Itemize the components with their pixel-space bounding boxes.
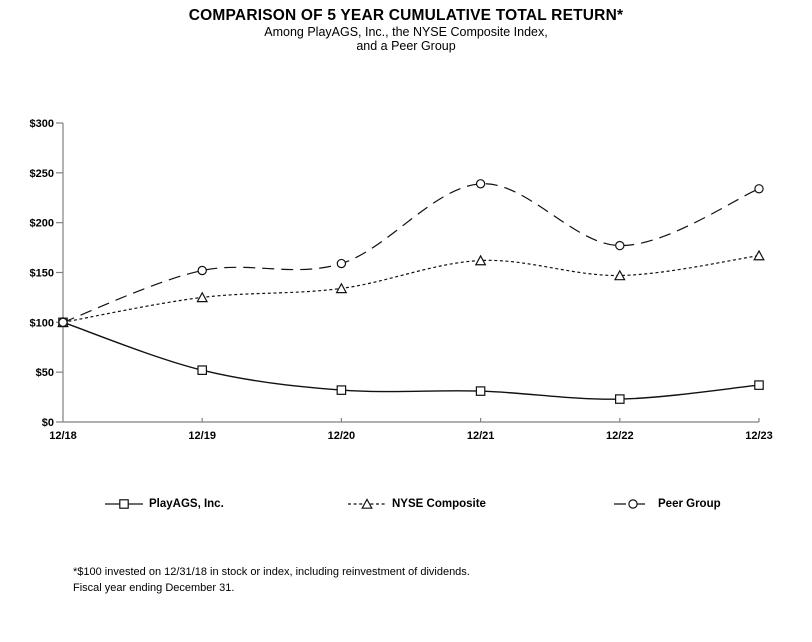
chart-subtitle-line1: Among PlayAGS, Inc., the NYSE Composite …: [264, 25, 548, 39]
legend-item-peer-group: Peer Group: [613, 495, 721, 513]
chart-subtitle-line2: and a Peer Group: [356, 39, 456, 53]
line-chart: $0 $50 $100 $150 $200 $250 $300 12/18 12/19 12/20…: [30, 118, 773, 442]
svg-text:$100: $100: [30, 317, 54, 329]
legend-item-nyse-composite: NYSE Composite: [347, 495, 486, 513]
playags-line-sample-icon: [105, 499, 143, 509]
legend-label-playags: PlayAGS, Inc.: [149, 498, 224, 510]
chart-footnote: *$100 invested on 12/31/18 in stock or i…: [73, 564, 470, 596]
svg-text:12/18: 12/18: [49, 430, 77, 442]
svg-text:12/19: 12/19: [188, 430, 216, 442]
chart-header: COMPARISON OF 5 YEAR CUMULATIVE TOTAL RE…: [0, 6, 812, 53]
footnote-line1: *$100 invested on 12/31/18 in stock or i…: [73, 566, 470, 578]
svg-text:$50: $50: [36, 367, 54, 379]
legend-label-peer-group: Peer Group: [658, 498, 721, 510]
svg-text:12/21: 12/21: [467, 430, 495, 442]
legend-item-playags: PlayAGS, Inc.: [104, 495, 224, 513]
chart-legend: PlayAGS, Inc. NYSE Composite Peer Group: [0, 495, 812, 513]
nyse-line-sample-icon: [348, 498, 386, 509]
footnote-line2: Fiscal year ending December 31.: [73, 582, 235, 594]
svg-text:$150: $150: [30, 268, 54, 280]
svg-text:$200: $200: [30, 218, 54, 230]
chart-title: COMPARISON OF 5 YEAR CUMULATIVE TOTAL RE…: [188, 7, 624, 24]
svg-text:12/23: 12/23: [745, 430, 773, 442]
svg-text:$0: $0: [42, 417, 54, 429]
svg-text:$300: $300: [30, 118, 54, 130]
svg-text:$250: $250: [30, 168, 54, 180]
svg-text:12/20: 12/20: [328, 430, 356, 442]
svg-text:12/22: 12/22: [606, 430, 634, 442]
peer-group-line-sample-icon: [614, 499, 652, 509]
legend-label-nyse-composite: NYSE Composite: [392, 498, 486, 510]
